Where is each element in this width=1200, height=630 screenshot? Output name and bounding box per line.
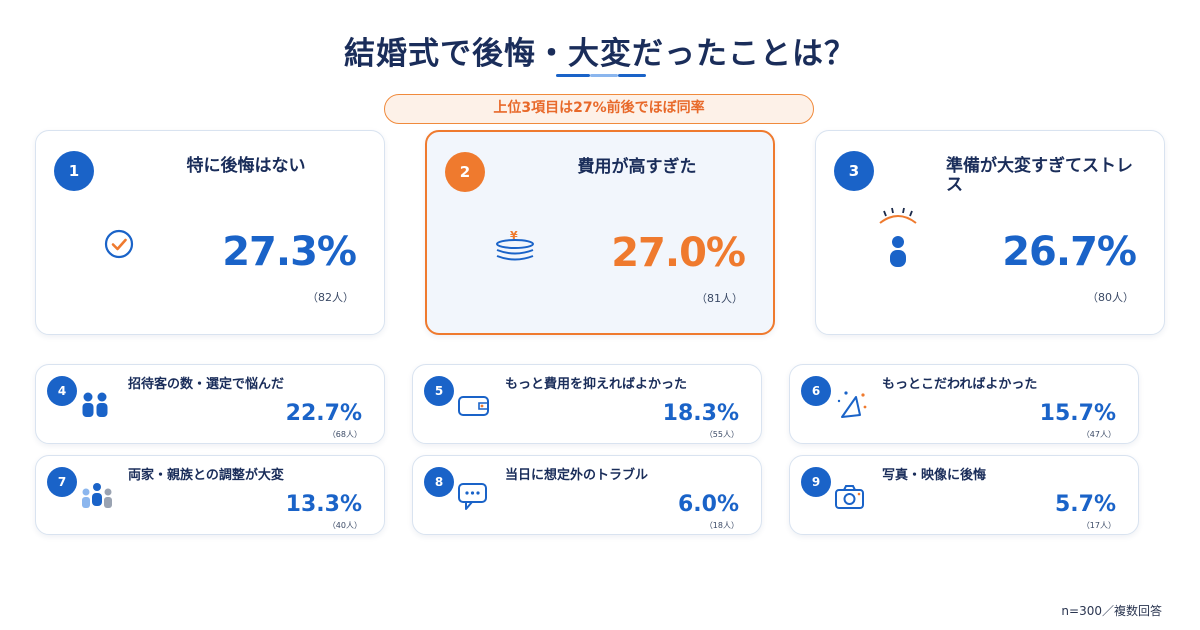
rank-card-3: 3 準備が大変すぎてストレス 26.7% （80人）	[815, 130, 1165, 335]
rank-card-5: 5 もっと費用を抑えればよかった 18.3% （55人）	[412, 364, 762, 444]
coin-stack-icon: ¥	[493, 228, 537, 272]
rank-badge: 9	[801, 467, 831, 497]
item-label: 準備が大変すぎてストレス	[946, 156, 1133, 195]
title-underline	[618, 74, 646, 77]
rank-badge: 7	[47, 467, 77, 497]
rank-card-2: 2 費用が高すぎた ¥ 27.0% （81人）	[425, 130, 775, 335]
svg-text:¥: ¥	[510, 229, 518, 242]
respondent-count: （82人）	[307, 291, 354, 304]
rank-badge: 5	[424, 376, 454, 406]
item-label: 特に後悔はない	[186, 156, 306, 176]
rank-badge: 4	[47, 376, 77, 406]
party-hat-icon	[834, 387, 868, 425]
rank-card-8: 8 当日に想定外のトラブル 6.0% （18人）	[412, 455, 762, 535]
percentage-value: 27.3%	[222, 229, 357, 275]
rank-badge: 6	[801, 376, 831, 406]
item-label: もっとこだわればよかった	[882, 377, 1038, 392]
respondent-count: （68人）	[327, 430, 362, 439]
respondent-count: （80人）	[1087, 291, 1134, 304]
item-label: 両家・親族との調整が大変	[128, 468, 284, 483]
item-label: 費用が高すぎた	[577, 157, 697, 177]
item-label: 写真・映像に後悔	[882, 468, 987, 483]
wallet-icon	[457, 395, 491, 421]
item-label: もっと費用を抑えればよかった	[505, 377, 688, 392]
percentage-value: 6.0%	[677, 492, 739, 517]
percentage-value: 18.3%	[662, 401, 739, 426]
rank-card-7: 7 両家・親族との調整が大変 13.3% （40人）	[35, 455, 385, 535]
item-label: 招待客の数・選定で悩んだ	[128, 377, 285, 392]
rank-badge: 1	[54, 151, 94, 191]
rank-badge: 3	[834, 151, 874, 191]
family-icon	[80, 482, 114, 514]
title-underline	[556, 74, 590, 77]
respondent-count: （47人）	[1081, 430, 1116, 439]
percentage-value: 27.0%	[611, 230, 746, 276]
speech-bubble-icon	[457, 482, 489, 516]
title-underline	[590, 74, 618, 77]
rank-card-6: 6 もっとこだわればよかった 15.7% （47人）	[789, 364, 1139, 444]
sample-footnote: n=300／複数回答	[1061, 604, 1162, 618]
respondent-count: （55人）	[704, 430, 739, 439]
rank-badge: 2	[445, 152, 485, 192]
rank-badge: 8	[424, 467, 454, 497]
page-title: 結婚式で後悔・大変だったことは？	[344, 36, 856, 72]
percentage-value: 5.7%	[1054, 492, 1116, 517]
camera-icon	[834, 484, 866, 514]
item-label: 当日に想定外のトラブル	[505, 468, 649, 483]
respondent-count: （40人）	[327, 521, 362, 530]
percentage-value: 13.3%	[285, 492, 362, 517]
rank-card-1: 1 特に後悔はない 27.3% （82人）	[35, 130, 385, 335]
respondent-count: （18人）	[704, 521, 739, 530]
highlight-badge: 上位3項目は27%前後でほぼ同率	[384, 94, 814, 124]
respondent-count: （81人）	[696, 292, 743, 305]
percentage-value: 26.7%	[1002, 229, 1137, 275]
stressed-person-icon	[876, 207, 920, 275]
rank-card-9: 9 写真・映像に後悔 5.7% （17人）	[789, 455, 1139, 535]
percentage-value: 15.7%	[1039, 401, 1116, 426]
check-circle-icon	[102, 227, 136, 265]
percentage-value: 22.7%	[285, 401, 362, 426]
respondent-count: （17人）	[1081, 521, 1116, 530]
people-icon	[80, 391, 110, 423]
rank-card-4: 4 招待客の数・選定で悩んだ 22.7% （68人）	[35, 364, 385, 444]
